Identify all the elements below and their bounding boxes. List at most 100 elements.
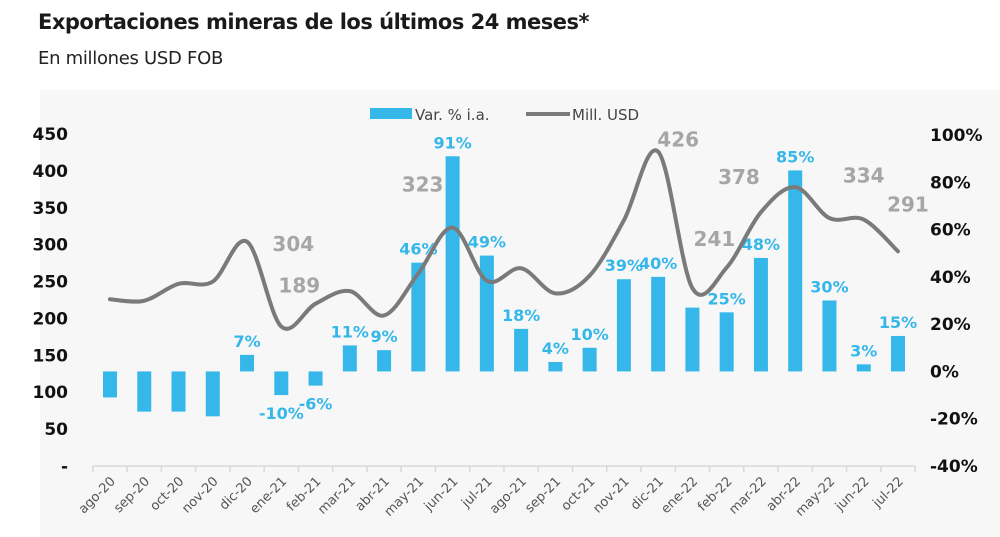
bar-data-label: 30% bbox=[810, 278, 848, 297]
line-point bbox=[760, 211, 762, 213]
bar-data-label: 25% bbox=[708, 289, 746, 308]
right-axis-tick: -20% bbox=[930, 410, 978, 430]
left-axis-tick: 300 bbox=[33, 236, 69, 256]
bar-var-pct bbox=[240, 354, 255, 372]
line-point bbox=[623, 219, 625, 221]
bar-var-pct bbox=[514, 328, 529, 372]
bar-data-label: 48% bbox=[742, 235, 780, 254]
left-axis-tick: - bbox=[61, 457, 68, 477]
bar-data-label: 91% bbox=[433, 133, 471, 152]
bar-var-pct bbox=[651, 276, 666, 372]
bar-var-pct bbox=[377, 350, 392, 372]
bar-var-pct bbox=[274, 371, 289, 396]
legend-bar-label: Var. % i.a. bbox=[415, 106, 490, 124]
line-point bbox=[486, 280, 488, 282]
bar-var-pct bbox=[856, 364, 871, 372]
bar-var-pct bbox=[479, 255, 494, 372]
bar-data-label: 4% bbox=[542, 339, 569, 358]
bar-data-label: 40% bbox=[639, 254, 677, 273]
bar-data-label: 46% bbox=[399, 240, 437, 259]
bar-var-pct bbox=[137, 371, 152, 412]
left-axis-tick: 400 bbox=[33, 162, 69, 182]
line-point bbox=[143, 300, 145, 302]
bar-var-pct bbox=[548, 361, 563, 372]
line-point bbox=[349, 290, 351, 292]
bar-var-pct bbox=[582, 347, 597, 372]
line-point bbox=[554, 292, 556, 294]
x-axis-label: sep-21 bbox=[522, 474, 564, 516]
line-point bbox=[280, 326, 282, 328]
line-point bbox=[383, 314, 385, 316]
left-axis-tick: 50 bbox=[44, 420, 68, 440]
right-axis-tick: 0% bbox=[930, 362, 959, 382]
line-data-label: 241 bbox=[694, 227, 736, 251]
bar-var-pct bbox=[753, 257, 768, 372]
line-data-label: 323 bbox=[402, 173, 444, 197]
x-axis-label: jun-21 bbox=[421, 474, 462, 515]
right-axis-tick: 60% bbox=[930, 221, 971, 241]
right-axis-tick: -40% bbox=[930, 457, 978, 477]
x-axis-label: nov-21 bbox=[590, 474, 632, 516]
line-point bbox=[417, 272, 419, 274]
right-axis-tick: 40% bbox=[930, 268, 971, 288]
bar-var-pct bbox=[171, 371, 186, 412]
line-data-label: 189 bbox=[278, 274, 320, 298]
x-axis-label: mar-21 bbox=[315, 474, 358, 517]
x-axis-label: ene-22 bbox=[658, 474, 701, 517]
line-point bbox=[589, 275, 591, 277]
bar-data-label: -6% bbox=[299, 395, 333, 414]
bar-data-label: 15% bbox=[879, 313, 917, 332]
line-point bbox=[726, 267, 728, 269]
x-axis-label: ene-21 bbox=[247, 474, 290, 517]
line-point bbox=[828, 217, 830, 219]
bar-var-pct bbox=[445, 156, 460, 372]
bar-data-label: 10% bbox=[570, 325, 608, 344]
plot-area bbox=[40, 90, 1000, 537]
bar-data-label: 11% bbox=[331, 322, 369, 341]
line-data-label: 304 bbox=[272, 232, 314, 256]
line-point bbox=[520, 267, 522, 269]
left-axis-tick: 150 bbox=[33, 346, 69, 366]
left-axis-tick: 100 bbox=[33, 383, 69, 403]
bar-data-label: 39% bbox=[605, 256, 643, 275]
bar-var-pct bbox=[103, 371, 117, 398]
bar-var-pct bbox=[205, 371, 220, 417]
line-point bbox=[315, 303, 317, 305]
line-point bbox=[863, 219, 865, 221]
x-axis-label: jun-22 bbox=[832, 474, 873, 515]
bar-data-label: 18% bbox=[502, 306, 540, 325]
bar-var-pct bbox=[308, 371, 323, 386]
line-data-label: 426 bbox=[657, 128, 699, 152]
left-axis-tick: 250 bbox=[33, 273, 69, 293]
chart-title: Exportaciones mineras de los últimos 24 … bbox=[38, 10, 590, 34]
bar-data-label: -10% bbox=[259, 404, 304, 423]
line-point bbox=[657, 151, 659, 153]
bar-data-label: 3% bbox=[850, 341, 877, 360]
bar-var-pct bbox=[685, 307, 700, 372]
bar-var-pct bbox=[342, 345, 357, 372]
x-axis-label: ago-20 bbox=[76, 474, 119, 517]
bar-var-pct bbox=[616, 279, 631, 372]
right-axis-tick: 20% bbox=[930, 315, 971, 335]
right-axis-tick: 100% bbox=[930, 126, 983, 146]
bar-var-pct bbox=[822, 300, 837, 372]
line-point bbox=[109, 298, 111, 300]
line-data-label: 334 bbox=[843, 164, 885, 188]
bar-data-label: 7% bbox=[233, 332, 260, 351]
bar-data-label: 9% bbox=[370, 327, 397, 346]
bar-var-pct bbox=[788, 170, 803, 372]
line-point bbox=[794, 186, 796, 188]
x-axis-label: nov-20 bbox=[179, 474, 221, 516]
chart-subtitle: En millones USD FOB bbox=[38, 48, 223, 69]
bar-data-label: 85% bbox=[776, 147, 814, 166]
legend-bar-swatch bbox=[370, 108, 412, 119]
bar-var-pct bbox=[890, 335, 905, 372]
line-point bbox=[212, 281, 214, 283]
line-point bbox=[178, 283, 180, 285]
line-point bbox=[897, 250, 899, 252]
bar-var-pct bbox=[411, 262, 426, 372]
legend-line-label: Mill. USD bbox=[572, 106, 639, 124]
bar-data-label: 49% bbox=[468, 233, 506, 252]
line-data-label: 291 bbox=[887, 192, 929, 216]
